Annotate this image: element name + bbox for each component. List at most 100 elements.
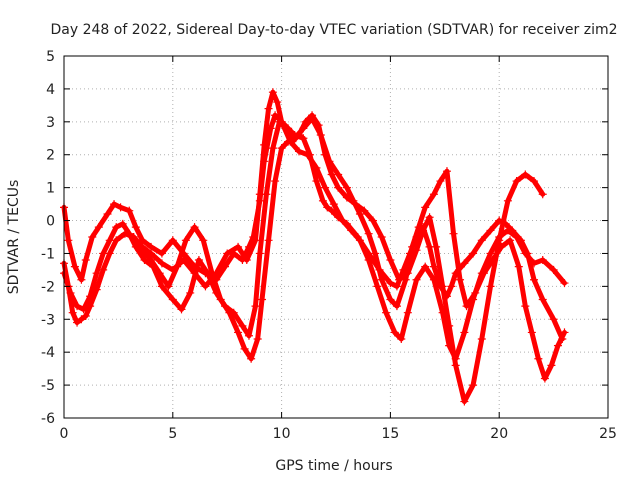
data-point <box>281 124 290 133</box>
y-tick-label: 5 <box>46 49 55 65</box>
data-point <box>447 282 456 291</box>
data-point <box>240 344 249 353</box>
data-point <box>277 144 286 153</box>
data-point <box>201 282 210 291</box>
data-point <box>503 226 512 235</box>
data-point <box>355 209 364 218</box>
data-point <box>308 114 317 123</box>
x-tick-label: 25 <box>599 426 617 442</box>
data-point <box>168 295 177 304</box>
data-point <box>194 256 203 265</box>
data-point <box>168 236 177 245</box>
data-point <box>216 295 225 304</box>
y-tick-label: -2 <box>41 279 55 295</box>
data-point <box>125 229 134 238</box>
data-point <box>255 249 264 258</box>
data-point <box>73 302 82 311</box>
data-point <box>284 137 293 146</box>
data-point <box>347 226 356 235</box>
data-point <box>364 256 373 265</box>
data-point <box>486 282 495 291</box>
data-point <box>538 190 547 199</box>
data-point <box>438 282 447 291</box>
data-point <box>271 177 280 186</box>
data-point <box>105 236 114 245</box>
x-tick-label: 10 <box>273 426 291 442</box>
y-axis-label: SDTVAR / TECUs <box>6 180 22 295</box>
data-point <box>262 190 271 199</box>
data-point <box>421 262 430 271</box>
data-point <box>86 292 95 301</box>
y-tick-label: 0 <box>46 214 55 230</box>
data-point <box>131 223 140 232</box>
data-point <box>412 275 421 284</box>
data-point <box>408 242 417 251</box>
data-point <box>157 259 166 268</box>
data-point <box>77 315 86 324</box>
data-point <box>512 177 521 186</box>
axis-ticks: 0 5 10 15 20 25 -6 -5 -4 -3 -2 -1 0 1 2 3 4 5 <box>41 49 617 442</box>
data-point <box>92 269 101 278</box>
data-point <box>451 361 460 370</box>
data-point <box>66 288 75 297</box>
data-point <box>514 262 523 271</box>
data-point <box>329 200 338 209</box>
data-point <box>242 256 251 265</box>
data-point <box>355 236 364 245</box>
data-point <box>495 236 504 245</box>
chart-title: Day 248 of 2022, Sidereal Day-to-day VTE… <box>51 22 618 38</box>
data-point <box>303 150 312 159</box>
series-track-d <box>129 114 569 383</box>
data-point <box>445 321 454 330</box>
data-point <box>449 229 458 238</box>
data-point <box>264 104 273 113</box>
data-point <box>77 275 86 284</box>
data-point <box>190 223 199 232</box>
data-point <box>442 167 451 176</box>
data-point <box>377 233 386 241</box>
data-point <box>373 282 382 291</box>
data-point <box>462 302 471 311</box>
data-point <box>103 209 112 218</box>
data-point <box>368 216 377 225</box>
data-point <box>488 256 497 265</box>
data-point <box>403 308 412 317</box>
data-point <box>251 236 260 245</box>
y-tick-label: 2 <box>46 148 55 164</box>
grid <box>64 56 608 418</box>
data-point <box>321 183 330 192</box>
data-point <box>486 226 495 235</box>
data-point <box>316 130 325 139</box>
data-point <box>477 335 486 344</box>
data-point <box>273 98 282 107</box>
data-point <box>295 147 304 156</box>
data-point <box>553 341 562 350</box>
data-point <box>512 233 521 241</box>
data-point <box>264 236 273 245</box>
data-point <box>323 203 332 212</box>
data-point <box>392 282 401 291</box>
data-point <box>73 318 82 327</box>
data-point <box>312 163 321 172</box>
y-tick-label: -1 <box>41 246 55 262</box>
x-axis-label: GPS time / hours <box>275 458 392 474</box>
data-point <box>530 275 539 284</box>
data-point <box>377 275 386 284</box>
data-point <box>99 265 108 274</box>
data-point <box>147 256 156 265</box>
data-point <box>521 170 530 179</box>
x-tick-label: 0 <box>60 426 69 442</box>
data-point <box>225 308 234 317</box>
data-point <box>164 282 173 291</box>
x-tick-label: 20 <box>490 426 508 442</box>
data-point <box>460 328 469 337</box>
data-point <box>234 328 243 337</box>
y-tick-label: -6 <box>41 411 55 427</box>
data-point <box>247 354 256 363</box>
data-point <box>436 177 445 186</box>
data-point <box>429 262 438 271</box>
data-point <box>299 124 308 133</box>
data-point <box>549 315 558 324</box>
data-point <box>253 335 262 344</box>
